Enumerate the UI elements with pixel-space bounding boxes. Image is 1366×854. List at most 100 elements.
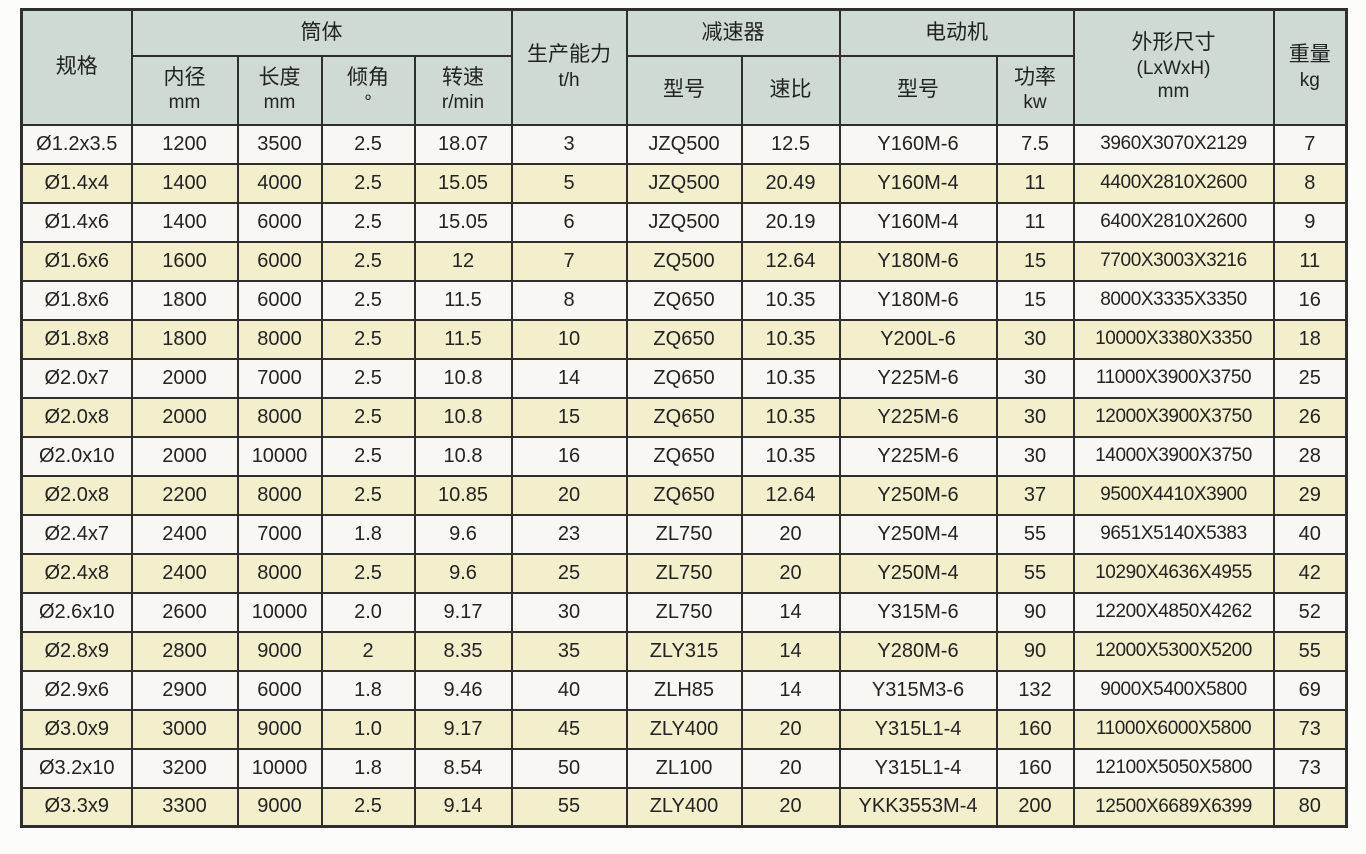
cell-motor-model: Y160M-4 bbox=[838, 162, 998, 204]
cell-weight: 16 bbox=[1272, 279, 1348, 321]
cell-motor-model: YKK3553M-4 bbox=[838, 786, 998, 828]
cell-incline-angle: 2.5 bbox=[320, 123, 416, 165]
cell-motor-power: 30 bbox=[995, 396, 1075, 438]
cell-weight: 73 bbox=[1272, 708, 1348, 750]
cell-rotation-speed: 8.35 bbox=[413, 630, 513, 672]
cell-weight: 9 bbox=[1272, 201, 1348, 243]
col-header-length: 长度 mm bbox=[236, 54, 323, 126]
cell-speed-ratio: 20.49 bbox=[740, 162, 841, 204]
cell-inner-diameter: 2400 bbox=[130, 513, 239, 555]
col-header-weight: 重量 kg bbox=[1272, 8, 1348, 126]
table-row: Ø2.0x8 2200 8000 2.5 10.85 20 ZQ650 12.64 Y250M-… bbox=[20, 474, 1348, 516]
cell-incline-angle: 2.0 bbox=[320, 591, 416, 633]
cell-spec: Ø2.0x8 bbox=[20, 474, 133, 516]
cell-incline-angle: 2.5 bbox=[320, 786, 416, 828]
cell-speed-ratio: 20.19 bbox=[740, 201, 841, 243]
cell-capacity: 10 bbox=[510, 318, 628, 360]
cell-reducer-model: ZQ650 bbox=[625, 396, 743, 438]
cell-motor-power: 200 bbox=[995, 786, 1075, 828]
cell-spec: Ø1.8x6 bbox=[20, 279, 133, 321]
cell-rotation-speed: 11.5 bbox=[413, 279, 513, 321]
cell-rotation-speed: 18.07 bbox=[413, 123, 513, 165]
cell-incline-angle: 2.5 bbox=[320, 396, 416, 438]
cell-speed-ratio: 12.5 bbox=[740, 123, 841, 165]
cell-overall-dimensions: 12100X5050X5800 bbox=[1072, 747, 1275, 789]
cell-weight: 80 bbox=[1272, 786, 1348, 828]
cell-motor-model: Y225M-6 bbox=[838, 435, 998, 477]
cell-capacity: 8 bbox=[510, 279, 628, 321]
cell-reducer-model: ZL750 bbox=[625, 591, 743, 633]
cell-capacity: 35 bbox=[510, 630, 628, 672]
cell-length: 6000 bbox=[236, 279, 323, 321]
col-header-incline-angle-label: 倾角 bbox=[347, 66, 389, 89]
cell-rotation-speed: 11.5 bbox=[413, 318, 513, 360]
cell-spec: Ø3.2x10 bbox=[20, 747, 133, 789]
cell-motor-model: Y225M-6 bbox=[838, 396, 998, 438]
cell-rotation-speed: 10.8 bbox=[413, 435, 513, 477]
cell-inner-diameter: 1200 bbox=[130, 123, 239, 165]
cell-overall-dimensions: 9000X5400X5800 bbox=[1072, 669, 1275, 711]
cell-rotation-speed: 15.05 bbox=[413, 162, 513, 204]
cell-capacity: 55 bbox=[510, 786, 628, 828]
cell-incline-angle: 1.8 bbox=[320, 513, 416, 555]
col-header-incline-angle: 倾角 ° bbox=[320, 54, 416, 126]
cell-speed-ratio: 20 bbox=[740, 552, 841, 594]
col-header-dimensions-format: (LxWxH) bbox=[1136, 57, 1211, 79]
cell-weight: 8 bbox=[1272, 162, 1348, 204]
cell-length: 9000 bbox=[236, 786, 323, 828]
cell-motor-power: 15 bbox=[995, 279, 1075, 321]
cell-spec: Ø1.6x6 bbox=[20, 240, 133, 282]
cell-spec: Ø2.0x8 bbox=[20, 396, 133, 438]
cell-weight: 73 bbox=[1272, 747, 1348, 789]
header-unit-row: 内径 mm 长度 mm 倾角 ° 转速 r/min 型号 速比 型号 bbox=[22, 54, 1347, 126]
cell-reducer-model: ZL750 bbox=[625, 513, 743, 555]
cell-motor-model: Y280M-6 bbox=[838, 630, 998, 672]
cell-inner-diameter: 3200 bbox=[130, 747, 239, 789]
cell-incline-angle: 2.5 bbox=[320, 318, 416, 360]
cell-motor-power: 11 bbox=[995, 162, 1075, 204]
cell-speed-ratio: 20 bbox=[740, 747, 841, 789]
col-header-motor-model: 型号 bbox=[838, 54, 998, 126]
table-row: Ø2.0x10 2000 10000 2.5 10.8 16 ZQ650 10.35 Y225M… bbox=[20, 435, 1348, 477]
col-header-dimensions-unit: mm bbox=[1157, 81, 1190, 103]
cell-length: 10000 bbox=[236, 747, 323, 789]
col-header-motor-power-unit: kw bbox=[1023, 92, 1047, 114]
cell-length: 6000 bbox=[236, 240, 323, 282]
cell-incline-angle: 2.5 bbox=[320, 357, 416, 399]
cell-incline-angle: 2.5 bbox=[320, 162, 416, 204]
cell-speed-ratio: 10.35 bbox=[740, 396, 841, 438]
table-row: Ø1.4x4 1400 4000 2.5 15.05 5 JZQ500 20.49 Y160M-… bbox=[20, 162, 1348, 204]
table-row: Ø1.6x6 1600 6000 2.5 12 7 ZQ500 12.64 Y180M-6 15 7… bbox=[20, 240, 1348, 282]
cell-spec: Ø2.0x7 bbox=[20, 357, 133, 399]
col-header-rotation-speed: 转速 r/min bbox=[413, 54, 513, 126]
cell-speed-ratio: 20 bbox=[740, 786, 841, 828]
cell-length: 10000 bbox=[236, 435, 323, 477]
cell-incline-angle: 2.5 bbox=[320, 201, 416, 243]
col-header-reducer-model: 型号 bbox=[625, 54, 743, 126]
table-row: Ø3.2x10 3200 10000 1.8 8.54 50 ZL100 20 Y315L1-4… bbox=[20, 747, 1348, 789]
cell-length: 7000 bbox=[236, 357, 323, 399]
cell-rotation-speed: 12 bbox=[413, 240, 513, 282]
cell-inner-diameter: 3300 bbox=[130, 786, 239, 828]
cell-rotation-speed: 9.17 bbox=[413, 591, 513, 633]
cell-motor-power: 160 bbox=[995, 747, 1075, 789]
cell-motor-model: Y250M-4 bbox=[838, 552, 998, 594]
col-header-inner-diameter-unit: mm bbox=[168, 92, 201, 114]
cell-weight: 7 bbox=[1272, 123, 1348, 165]
cell-reducer-model: ZQ500 bbox=[625, 240, 743, 282]
table-row: Ø2.9x6 2900 6000 1.8 9.46 40 ZLH85 14 Y315M3-6 13… bbox=[20, 669, 1348, 711]
cell-length: 10000 bbox=[236, 591, 323, 633]
cell-incline-angle: 2.5 bbox=[320, 435, 416, 477]
col-header-motor-power-label: 功率 bbox=[1014, 66, 1056, 89]
cell-incline-angle: 1.8 bbox=[320, 747, 416, 789]
cell-capacity: 23 bbox=[510, 513, 628, 555]
col-header-inner-diameter-label: 内径 bbox=[163, 66, 206, 89]
cell-reducer-model: ZL100 bbox=[625, 747, 743, 789]
cell-speed-ratio: 12.64 bbox=[740, 240, 841, 282]
cell-incline-angle: 2 bbox=[320, 630, 416, 672]
cell-weight: 26 bbox=[1272, 396, 1348, 438]
cell-inner-diameter: 2000 bbox=[130, 396, 239, 438]
cell-motor-power: 30 bbox=[995, 318, 1075, 360]
cell-reducer-model: ZQ650 bbox=[625, 318, 743, 360]
